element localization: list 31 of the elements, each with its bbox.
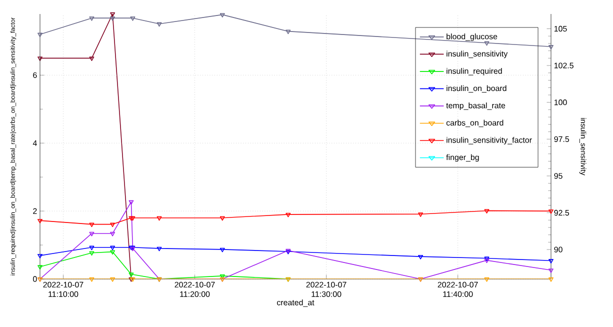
point xyxy=(89,246,94,250)
point xyxy=(220,13,225,18)
point xyxy=(286,30,291,34)
point xyxy=(484,41,490,46)
point xyxy=(418,212,424,217)
point xyxy=(89,277,94,282)
point xyxy=(156,246,162,252)
point xyxy=(286,212,291,218)
point xyxy=(110,12,116,17)
point xyxy=(220,216,225,221)
point xyxy=(110,232,116,236)
point xyxy=(110,246,116,250)
point xyxy=(110,250,116,255)
point xyxy=(89,56,94,61)
point xyxy=(156,22,162,27)
point xyxy=(484,209,490,214)
point xyxy=(89,222,94,228)
point xyxy=(128,272,134,278)
point xyxy=(89,16,94,21)
point xyxy=(110,16,116,21)
point xyxy=(220,248,225,252)
point xyxy=(110,222,116,228)
point xyxy=(484,277,490,282)
point xyxy=(130,16,136,21)
point xyxy=(89,251,94,256)
point xyxy=(220,274,225,279)
point xyxy=(156,216,162,221)
point xyxy=(128,200,134,205)
point xyxy=(418,254,424,260)
point xyxy=(110,277,116,282)
point xyxy=(89,232,94,236)
